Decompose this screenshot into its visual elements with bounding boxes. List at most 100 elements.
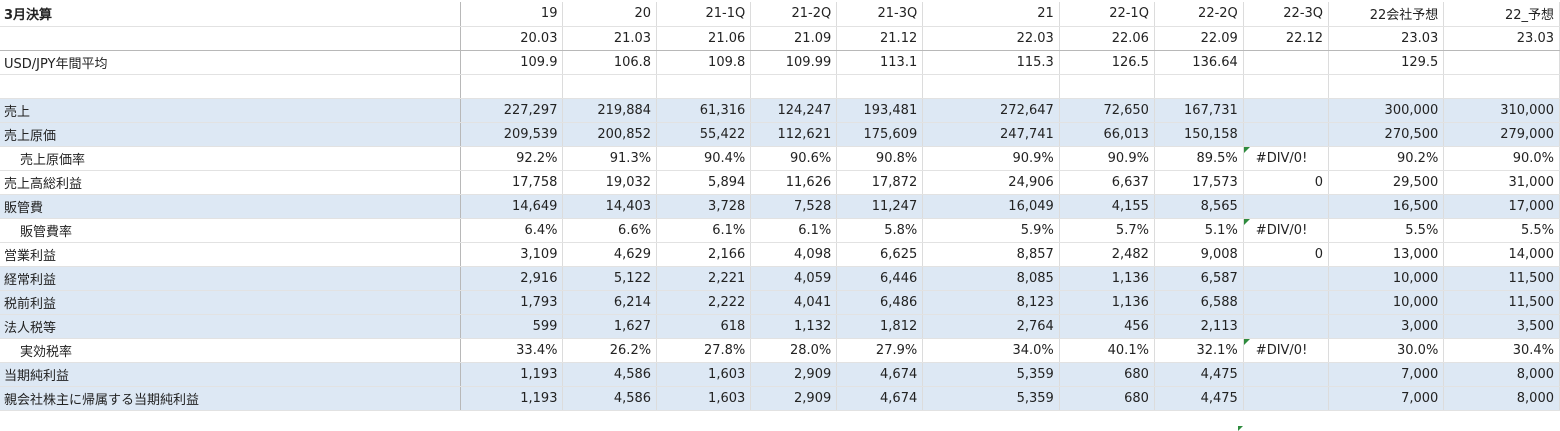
value-cell[interactable]: 2,113 bbox=[1154, 314, 1244, 339]
row-label-cell[interactable]: 販管費率 bbox=[0, 218, 462, 243]
value-cell[interactable]: 6,587 bbox=[1154, 266, 1244, 291]
value-cell[interactable] bbox=[1243, 266, 1330, 291]
row-label-cell[interactable]: 営業利益 bbox=[0, 242, 462, 267]
value-cell[interactable]: 11,247 bbox=[836, 194, 924, 219]
value-cell[interactable]: 6,588 bbox=[1154, 290, 1244, 315]
fx-cell[interactable]: 129.5 bbox=[1328, 50, 1445, 75]
value-cell[interactable]: 19,032 bbox=[562, 170, 658, 195]
value-cell[interactable]: 150,158 bbox=[1154, 122, 1244, 147]
value-cell[interactable]: 1,193 bbox=[460, 362, 564, 387]
value-cell[interactable]: 14,000 bbox=[1443, 242, 1560, 267]
date-cell[interactable]: 21.12 bbox=[836, 26, 924, 51]
value-cell[interactable]: 2,764 bbox=[922, 314, 1060, 339]
value-cell[interactable]: 14,403 bbox=[562, 194, 658, 219]
value-cell[interactable]: 7,000 bbox=[1328, 362, 1445, 387]
value-cell[interactable]: 219,884 bbox=[562, 98, 658, 123]
value-cell[interactable]: 90.8% bbox=[836, 146, 924, 171]
empty-cell[interactable] bbox=[1243, 74, 1330, 99]
value-cell[interactable]: 17,000 bbox=[1443, 194, 1560, 219]
value-cell[interactable]: 5,359 bbox=[922, 362, 1060, 387]
fx-cell[interactable]: 109.8 bbox=[656, 50, 752, 75]
value-cell[interactable]: 310,000 bbox=[1443, 98, 1560, 123]
period-cell[interactable]: 22-3Q bbox=[1243, 2, 1330, 27]
empty-cell[interactable] bbox=[460, 74, 564, 99]
row-label-cell[interactable]: 実効税率 bbox=[0, 338, 462, 363]
value-cell[interactable]: 4,475 bbox=[1154, 386, 1244, 411]
value-cell[interactable]: 6.1% bbox=[656, 218, 752, 243]
value-cell[interactable]: 209,539 bbox=[460, 122, 564, 147]
fx-cell[interactable]: 106.8 bbox=[562, 50, 658, 75]
row-label-cell[interactable]: 経常利益 bbox=[0, 266, 462, 291]
empty-cell[interactable] bbox=[0, 74, 462, 99]
value-cell[interactable]: 0 bbox=[1243, 170, 1330, 195]
fx-label-cell[interactable]: USD/JPY年間平均 bbox=[0, 50, 462, 75]
value-cell[interactable]: 8,000 bbox=[1443, 386, 1560, 411]
value-cell[interactable]: 30.0% bbox=[1328, 338, 1445, 363]
date-cell[interactable]: 21.06 bbox=[656, 26, 752, 51]
value-cell[interactable]: 112,621 bbox=[750, 122, 838, 147]
value-cell[interactable]: 8,000 bbox=[1443, 362, 1560, 387]
period-cell[interactable]: 22会社予想 bbox=[1328, 2, 1445, 27]
value-cell[interactable]: 30.4% bbox=[1443, 338, 1560, 363]
value-cell[interactable]: 28.0% bbox=[750, 338, 838, 363]
error-cell[interactable]: #DIV/0! bbox=[1243, 146, 1330, 171]
value-cell[interactable]: 599 bbox=[460, 314, 564, 339]
value-cell[interactable]: 4,586 bbox=[562, 386, 658, 411]
fx-cell[interactable]: 109.99 bbox=[750, 50, 838, 75]
value-cell[interactable]: 1,136 bbox=[1059, 290, 1155, 315]
date-cell[interactable]: 20.03 bbox=[460, 26, 564, 51]
value-cell[interactable]: 680 bbox=[1059, 386, 1155, 411]
date-cell[interactable]: 23.03 bbox=[1328, 26, 1445, 51]
value-cell[interactable] bbox=[1243, 362, 1330, 387]
date-cell[interactable]: 22.09 bbox=[1154, 26, 1244, 51]
value-cell[interactable]: 89.5% bbox=[1154, 146, 1244, 171]
value-cell[interactable]: 10,000 bbox=[1328, 266, 1445, 291]
value-cell[interactable]: 4,674 bbox=[836, 386, 924, 411]
value-cell[interactable]: 175,609 bbox=[836, 122, 924, 147]
date-cell[interactable]: 22.03 bbox=[922, 26, 1060, 51]
value-cell[interactable]: 124,247 bbox=[750, 98, 838, 123]
row-label-cell[interactable]: 当期純利益 bbox=[0, 362, 462, 387]
value-cell[interactable]: 2,221 bbox=[656, 266, 752, 291]
value-cell[interactable]: 5,359 bbox=[922, 386, 1060, 411]
empty-cell[interactable] bbox=[1443, 74, 1560, 99]
value-cell[interactable]: 247,741 bbox=[922, 122, 1060, 147]
value-cell[interactable]: 193,481 bbox=[836, 98, 924, 123]
date-cell[interactable]: 22.06 bbox=[1059, 26, 1155, 51]
value-cell[interactable]: 31,000 bbox=[1443, 170, 1560, 195]
value-cell[interactable]: 26.2% bbox=[562, 338, 658, 363]
value-cell[interactable]: 0 bbox=[1243, 242, 1330, 267]
empty-cell[interactable] bbox=[562, 74, 658, 99]
empty-cell[interactable] bbox=[1059, 74, 1155, 99]
value-cell[interactable]: 6,446 bbox=[836, 266, 924, 291]
fx-cell[interactable]: 136.64 bbox=[1154, 50, 1244, 75]
value-cell[interactable]: 90.2% bbox=[1328, 146, 1445, 171]
value-cell[interactable]: 5.5% bbox=[1328, 218, 1445, 243]
corner-label-cell[interactable]: 3月決算 bbox=[0, 2, 462, 27]
value-cell[interactable] bbox=[1243, 194, 1330, 219]
value-cell[interactable]: 3,000 bbox=[1328, 314, 1445, 339]
value-cell[interactable]: 33.4% bbox=[460, 338, 564, 363]
value-cell[interactable]: 66,013 bbox=[1059, 122, 1155, 147]
value-cell[interactable]: 34.0% bbox=[922, 338, 1060, 363]
value-cell[interactable]: 90.9% bbox=[1059, 146, 1155, 171]
value-cell[interactable]: 1,812 bbox=[836, 314, 924, 339]
value-cell[interactable]: 91.3% bbox=[562, 146, 658, 171]
empty-cell[interactable] bbox=[836, 74, 924, 99]
value-cell[interactable]: 1,603 bbox=[656, 386, 752, 411]
value-cell[interactable]: 3,500 bbox=[1443, 314, 1560, 339]
value-cell[interactable]: 456 bbox=[1059, 314, 1155, 339]
value-cell[interactable]: 5.1% bbox=[1154, 218, 1244, 243]
row-label-cell[interactable]: 親会社株主に帰属する当期純利益 bbox=[0, 386, 462, 411]
error-cell[interactable]: #DIV/0! bbox=[1243, 338, 1330, 363]
value-cell[interactable]: 6.4% bbox=[460, 218, 564, 243]
value-cell[interactable]: 8,123 bbox=[922, 290, 1060, 315]
error-cell[interactable]: #DIV/0! bbox=[1243, 218, 1330, 243]
value-cell[interactable]: 55,422 bbox=[656, 122, 752, 147]
value-cell[interactable]: 1,193 bbox=[460, 386, 564, 411]
value-cell[interactable]: 227,297 bbox=[460, 98, 564, 123]
value-cell[interactable] bbox=[1243, 122, 1330, 147]
period-cell[interactable]: 22-1Q bbox=[1059, 2, 1155, 27]
value-cell[interactable]: 10,000 bbox=[1328, 290, 1445, 315]
value-cell[interactable]: 2,909 bbox=[750, 362, 838, 387]
